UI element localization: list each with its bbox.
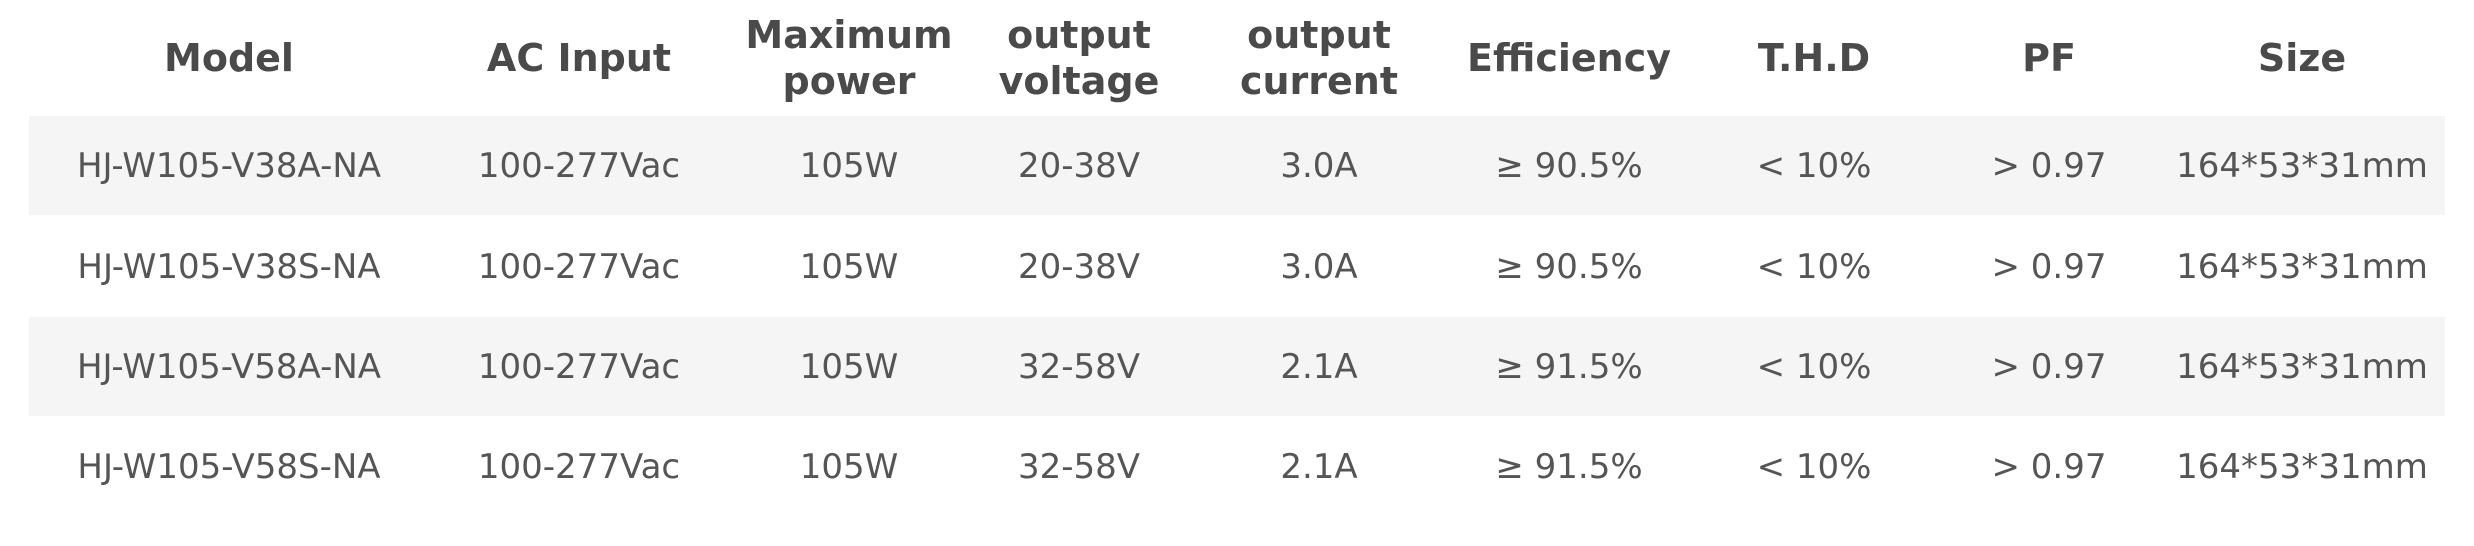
cell-output-current: 3.0A	[1280, 246, 1358, 287]
cell-model: HJ-W105-V38S-NA	[77, 246, 381, 287]
cell-output-current: 2.1A	[1280, 346, 1358, 387]
cell-thd: < 10%	[1756, 145, 1872, 186]
cell-model: HJ-W105-V58A-NA	[76, 346, 382, 387]
cell-efficiency: ≥ 90.5%	[1495, 246, 1643, 287]
cell-model: HJ-W105-V58S-NA	[77, 446, 381, 487]
cell-ac-input: 100-277Vac	[477, 346, 681, 387]
cell-model: HJ-W105-V38A-NA	[76, 145, 382, 186]
cell-size: 164*53*31mm	[2176, 145, 2428, 186]
cell-pf: > 0.97	[1991, 145, 2107, 186]
header-size: Size	[2257, 36, 2347, 80]
cell-maximum-power: 105W	[799, 246, 899, 287]
cell-ac-input: 100-277Vac	[477, 446, 681, 487]
cell-output-current: 3.0A	[1280, 145, 1358, 186]
cell-ac-input: 100-277Vac	[477, 246, 681, 287]
cell-output-voltage: 20-38V	[1017, 145, 1141, 186]
cell-thd: < 10%	[1756, 246, 1872, 287]
cell-output-voltage: 32-58V	[1017, 346, 1141, 387]
table-row: HJ-W105-V58S-NA 100-277Vac 105W 32-58V 2…	[29, 417, 2445, 516]
header-pf: PF	[2022, 36, 2076, 80]
cell-thd: < 10%	[1756, 446, 1872, 487]
cell-output-voltage: 20-38V	[1017, 246, 1141, 287]
cell-efficiency: ≥ 91.5%	[1495, 446, 1643, 487]
table-row: HJ-W105-V58A-NA 100-277Vac 105W 32-58V 2…	[29, 317, 2445, 416]
cell-maximum-power: 105W	[799, 145, 899, 186]
table-header-row: Model AC Input Maximum power output volt…	[29, 0, 2445, 116]
cell-ac-input: 100-277Vac	[477, 145, 681, 186]
header-output-current: output current	[1239, 13, 1399, 103]
header-model: Model	[164, 36, 294, 80]
cell-pf: > 0.97	[1991, 446, 2107, 487]
table-row: HJ-W105-V38A-NA 100-277Vac 105W 20-38V 3…	[29, 116, 2445, 215]
header-output-voltage: output voltage	[998, 13, 1160, 103]
cell-maximum-power: 105W	[799, 446, 899, 487]
cell-thd: < 10%	[1756, 346, 1872, 387]
table-row: HJ-W105-V38S-NA 100-277Vac 105W 20-38V 3…	[29, 217, 2445, 316]
cell-efficiency: ≥ 91.5%	[1495, 346, 1643, 387]
cell-pf: > 0.97	[1991, 246, 2107, 287]
cell-size: 164*53*31mm	[2176, 246, 2428, 287]
header-efficiency: Efficiency	[1466, 36, 1671, 80]
cell-size: 164*53*31mm	[2176, 346, 2428, 387]
cell-size: 164*53*31mm	[2176, 446, 2428, 487]
header-ac-input: AC Input	[486, 36, 672, 80]
cell-efficiency: ≥ 90.5%	[1495, 145, 1643, 186]
header-maximum-power: Maximum power	[745, 13, 953, 103]
cell-pf: > 0.97	[1991, 346, 2107, 387]
cell-output-current: 2.1A	[1280, 446, 1358, 487]
cell-maximum-power: 105W	[799, 346, 899, 387]
header-thd: T.H.D	[1757, 36, 1871, 80]
cell-output-voltage: 32-58V	[1017, 446, 1141, 487]
